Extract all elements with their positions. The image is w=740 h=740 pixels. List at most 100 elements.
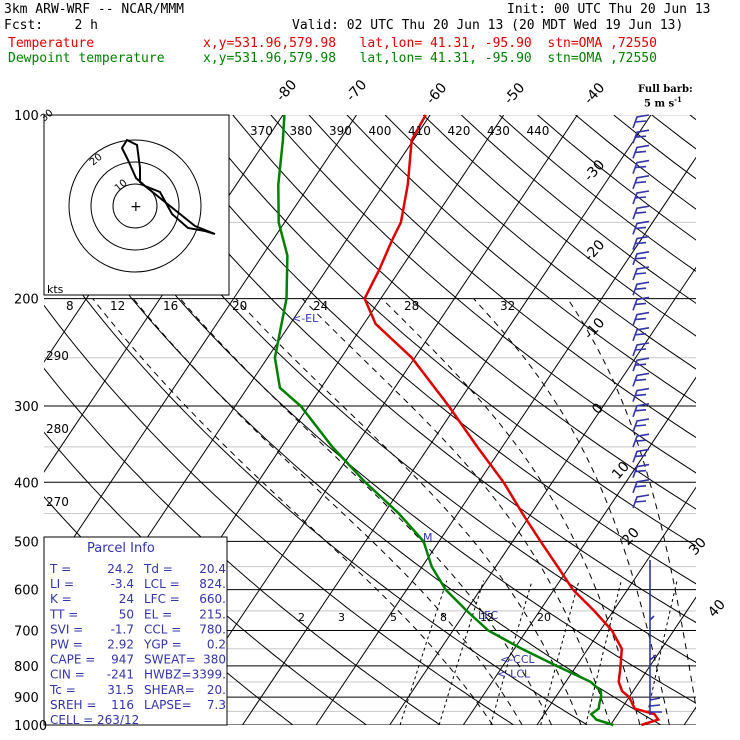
parcel-field-value: 380 (203, 653, 226, 667)
parcel-field-value: 660. (199, 592, 226, 606)
mixing-ratio-label: 20 (537, 611, 551, 624)
barb-unit-exponent: -1 (674, 95, 682, 104)
parcel-field-label: SVI = (50, 622, 83, 636)
isotherm-line (242, 115, 652, 725)
parcel-field-value: 824. (199, 577, 226, 591)
parcel-field-label: CCL = (144, 622, 181, 636)
isotherm-tick-label: -70 (343, 77, 370, 105)
wind-barb (632, 205, 650, 220)
isotherm-tick-label: 30 (686, 535, 710, 559)
wind-barb (632, 494, 650, 509)
parcel-field-value: 31.5 (107, 683, 134, 697)
mixing-ratio-label: 2 (298, 611, 305, 624)
parcel-field-value: 50 (119, 607, 134, 621)
forecast-hour: Fcst: 2 h (4, 18, 98, 33)
parcel-field-value: 7.3 (207, 698, 226, 712)
isotherm-tick-label: -60 (423, 80, 450, 108)
isotherm-line (315, 156, 696, 725)
pressure-tick-label: 700 (14, 625, 39, 640)
isotherm-tick-label: 10 (609, 459, 633, 483)
isotherm-tick-label: 40 (705, 597, 729, 621)
parcel-field-label: PW = (50, 638, 83, 652)
wind-barb (632, 327, 650, 342)
temperature-location: x,y=531.96,579.98 lat,lon= 41.31, -95.90… (203, 36, 657, 51)
dry-adiabat-line (156, 115, 696, 585)
parcel-field-label: TT = (49, 607, 78, 621)
pressure-tick-label: 900 (14, 691, 39, 706)
parcel-field-label: Td = (143, 562, 173, 576)
pressure-tick-label: 500 (14, 535, 39, 550)
parcel-field-label: CAPE = (50, 653, 95, 667)
wind-barb (632, 129, 650, 144)
wind-barb (632, 159, 650, 174)
moist-adiabat-line (179, 298, 553, 725)
wind-barb (632, 387, 650, 402)
barb-unit-text: 5 m s (644, 98, 675, 110)
moist-adiabat-line (92, 298, 494, 725)
isotherm-tick-label: -80 (273, 77, 300, 105)
dry-adiabat-line (79, 115, 696, 663)
wind-barb (632, 403, 650, 418)
wind-barb (632, 175, 650, 190)
mixing-ratio-label: 3 (338, 611, 345, 624)
dry-adiabat-line (44, 241, 588, 725)
wind-barb (632, 372, 650, 387)
parcel-panel (43, 536, 228, 726)
parcel-field-label: LAPSE= (144, 698, 192, 712)
hodo-speed-label: 24 (313, 299, 328, 313)
dry-adiabat-line (346, 115, 696, 404)
wind-barb-lower (649, 560, 662, 715)
full-barb-note: Full barb: (638, 84, 693, 95)
model-title: 3km ARW-WRF -- NCAR/MMM (4, 2, 185, 17)
moist-adiabat-line (301, 298, 611, 725)
theta-side-label: 280 (46, 422, 69, 436)
parcel-field-value: 947 (111, 653, 134, 667)
pressure-tick-label: 200 (14, 293, 39, 308)
theta-tick-label: 420 (448, 124, 471, 138)
theta-side-label: 290 (46, 349, 69, 363)
isotherm-tick-label: -10 (581, 315, 608, 343)
wind-barb (632, 296, 650, 311)
wind-barb (632, 479, 650, 494)
dry-adiabat-line (499, 115, 696, 272)
parcel-field-label: K = (50, 592, 72, 606)
moist-adiabat-line (132, 298, 523, 725)
parcel-field-value: 20. (207, 683, 226, 697)
theta-tick-label: 370 (250, 124, 273, 138)
parcel-field-label: SREH = (50, 698, 96, 712)
dry-adiabat-line (384, 115, 696, 370)
dry-adiabat-line (270, 115, 696, 474)
theta-tick-label: 440 (527, 124, 550, 138)
parcel-cell-motion: CELL = 263/12 (50, 713, 139, 727)
mixing-ratio-label: 8 (440, 611, 447, 624)
dry-adiabat-line (689, 115, 696, 121)
theta-tick-label: 380 (290, 124, 313, 138)
isotherm-line (462, 376, 696, 725)
parcel-field-value: -3.4 (111, 577, 134, 591)
hodograph-trace (120, 138, 216, 235)
level-marker-label: <-LCL (497, 668, 531, 681)
dry-adiabat-line (44, 304, 514, 725)
parcel-field-value: 116 (111, 698, 134, 712)
init-time: Init: 00 UTC Thu 20 Jun 13 (507, 2, 711, 17)
dry-adiabat-line (308, 115, 696, 439)
isotherm-tick-label: 0 (589, 400, 607, 417)
hodograph-ring (112, 183, 158, 229)
mixing-ratio-label: 12 (480, 611, 494, 624)
isotherm-tick-label: -30 (581, 157, 608, 185)
isotherm-tick-label: -20 (581, 237, 608, 265)
parcel-field-label: CIN = (50, 668, 85, 682)
dry-adiabat-line (44, 367, 441, 725)
wind-barb (632, 342, 650, 357)
parcel-field-value: -1.7 (111, 622, 134, 636)
moist-adiabat-line (473, 298, 670, 725)
theta-side-label: 270 (46, 495, 69, 509)
parcel-field-value: 3399. (192, 668, 226, 682)
wind-barb (632, 281, 650, 296)
valid-time: Valid: 02 UTC Thu 20 Jun 13 (20 MDT Wed … (292, 18, 684, 33)
hodo-speed-label: 16 (163, 299, 178, 313)
parcel-field-value: 24.2 (107, 562, 134, 576)
parcel-field-value: 2.92 (107, 638, 134, 652)
wind-barb (632, 463, 650, 478)
